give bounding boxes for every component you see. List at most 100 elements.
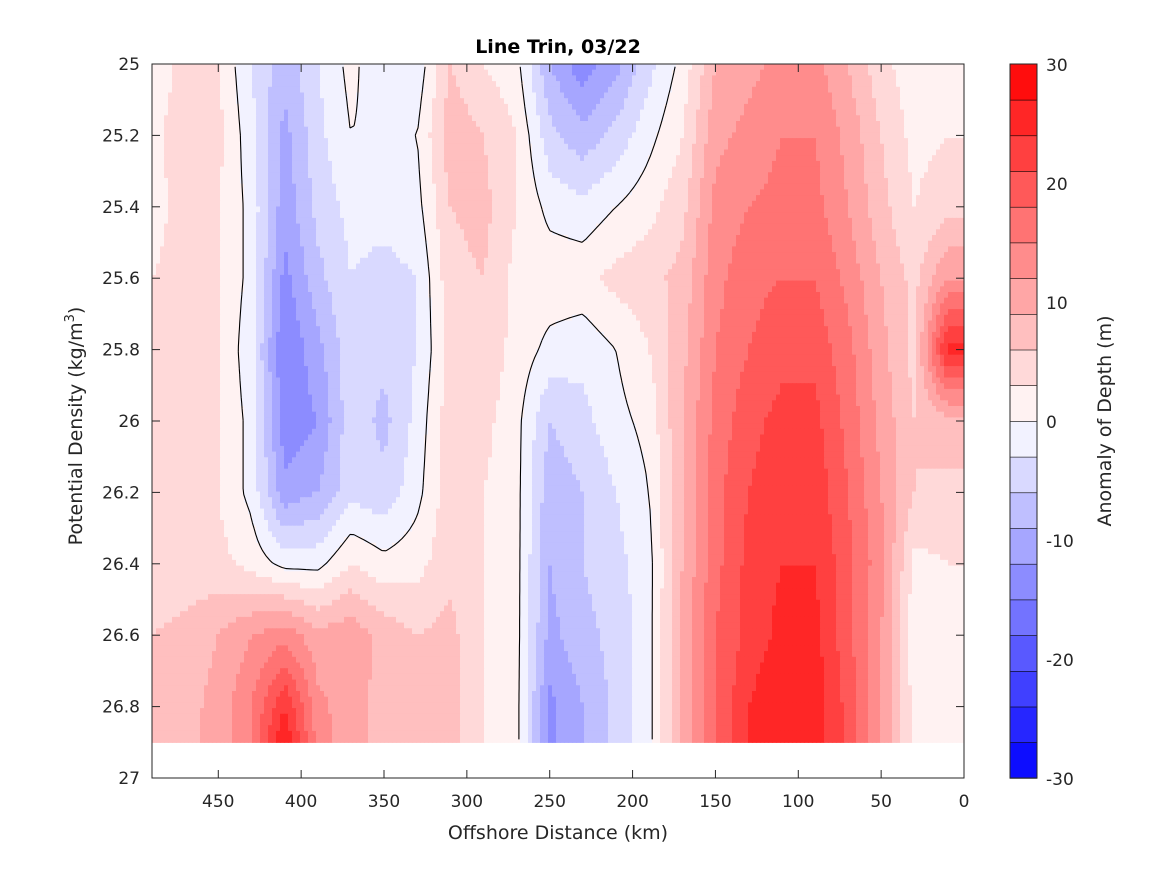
heatmap-cell <box>584 86 589 94</box>
heatmap-cell <box>260 103 265 111</box>
heatmap-cell <box>876 155 881 162</box>
heatmap-cell <box>392 121 397 128</box>
heatmap-cell <box>628 69 633 76</box>
heatmap-cell <box>884 178 889 185</box>
heatmap-cell <box>408 172 413 179</box>
heatmap-cell <box>416 138 421 145</box>
heatmap-cell <box>860 86 865 94</box>
heatmap-cell <box>892 143 897 151</box>
heatmap-cell <box>504 69 509 76</box>
heatmap-cell <box>248 183 253 190</box>
heatmap-cell <box>180 183 185 190</box>
heatmap-cell <box>256 183 261 190</box>
heatmap-cell <box>540 172 545 179</box>
heatmap-cell <box>900 149 905 156</box>
heatmap-cell <box>620 160 625 168</box>
heatmap-cell <box>524 92 529 99</box>
heatmap-cell <box>156 86 161 94</box>
heatmap-cell <box>576 115 581 122</box>
heatmap-cell <box>740 75 745 82</box>
heatmap-cell <box>784 121 789 128</box>
heatmap-cell <box>176 92 181 99</box>
heatmap-cell <box>936 64 941 71</box>
heatmap-cell <box>472 109 477 116</box>
heatmap-cell <box>332 86 337 94</box>
heatmap-cell <box>400 189 405 196</box>
heatmap-cell <box>256 75 261 82</box>
heatmap-cell <box>168 69 173 76</box>
heatmap-cell <box>696 143 701 151</box>
heatmap-cell <box>904 160 909 168</box>
heatmap-cell <box>900 166 905 173</box>
heatmap-cell <box>728 103 733 111</box>
heatmap-cell <box>684 86 689 94</box>
heatmap-cell <box>528 178 533 185</box>
heatmap-cell <box>448 189 453 196</box>
heatmap-cell <box>836 166 841 173</box>
heatmap-cell <box>744 126 749 133</box>
heatmap-cell <box>628 98 633 105</box>
heatmap-cell <box>872 69 877 76</box>
heatmap-cell <box>872 143 877 151</box>
heatmap-cell <box>268 103 273 111</box>
heatmap-cell <box>160 98 165 105</box>
heatmap-cell <box>496 126 501 133</box>
heatmap-cell <box>852 81 857 88</box>
heatmap-cell <box>176 189 181 196</box>
heatmap-cell <box>572 64 577 71</box>
heatmap-cell <box>688 172 693 179</box>
heatmap-cell <box>440 189 445 196</box>
heatmap-cell <box>748 109 753 116</box>
heatmap-cell <box>504 81 509 88</box>
heatmap-cell <box>452 138 457 145</box>
heatmap-cell <box>340 121 345 128</box>
heatmap-cell <box>944 178 949 185</box>
heatmap-cell <box>660 160 665 168</box>
heatmap-cell <box>676 189 681 196</box>
heatmap-cell <box>576 138 581 145</box>
heatmap-cell <box>292 109 297 116</box>
heatmap-cell <box>468 149 473 156</box>
heatmap-cell <box>276 172 281 179</box>
heatmap-cell <box>324 81 329 88</box>
heatmap-cell <box>912 160 917 168</box>
heatmap-cell <box>388 86 393 94</box>
heatmap-cell <box>612 149 617 156</box>
heatmap-cell <box>244 98 249 105</box>
heatmap-cell <box>324 195 329 202</box>
heatmap-cell <box>368 200 373 208</box>
heatmap-cell <box>860 103 865 111</box>
heatmap-cell <box>244 81 249 88</box>
heatmap-cell <box>224 178 229 185</box>
heatmap-cell <box>692 132 697 139</box>
heatmap-cell <box>292 166 297 173</box>
heatmap-cell <box>692 138 697 145</box>
heatmap-cell <box>848 166 853 173</box>
heatmap-cell <box>388 178 393 185</box>
heatmap-cell <box>432 121 437 128</box>
heatmap-cell <box>284 138 289 145</box>
heatmap-cell <box>188 86 193 94</box>
heatmap-cell <box>564 155 569 162</box>
heatmap-cell <box>388 172 393 179</box>
heatmap-cell <box>192 172 197 179</box>
heatmap-cell <box>632 109 637 116</box>
heatmap-cell <box>412 103 417 111</box>
heatmap-cell <box>736 109 741 116</box>
heatmap-cell <box>760 160 765 168</box>
heatmap-cell <box>404 172 409 179</box>
heatmap-cell <box>888 126 893 133</box>
heatmap-cell <box>356 172 361 179</box>
heatmap-cell <box>916 132 921 139</box>
heatmap-cell <box>672 155 677 162</box>
heatmap-cell <box>252 92 257 99</box>
heatmap-cell <box>296 132 301 139</box>
heatmap-cell <box>464 69 469 76</box>
heatmap-cell <box>848 75 853 82</box>
heatmap-cell <box>648 166 653 173</box>
heatmap-cell <box>176 81 181 88</box>
heatmap-cell <box>252 138 257 145</box>
heatmap-cell <box>948 69 953 76</box>
heatmap-cell <box>204 166 209 173</box>
heatmap-cell <box>456 183 461 190</box>
